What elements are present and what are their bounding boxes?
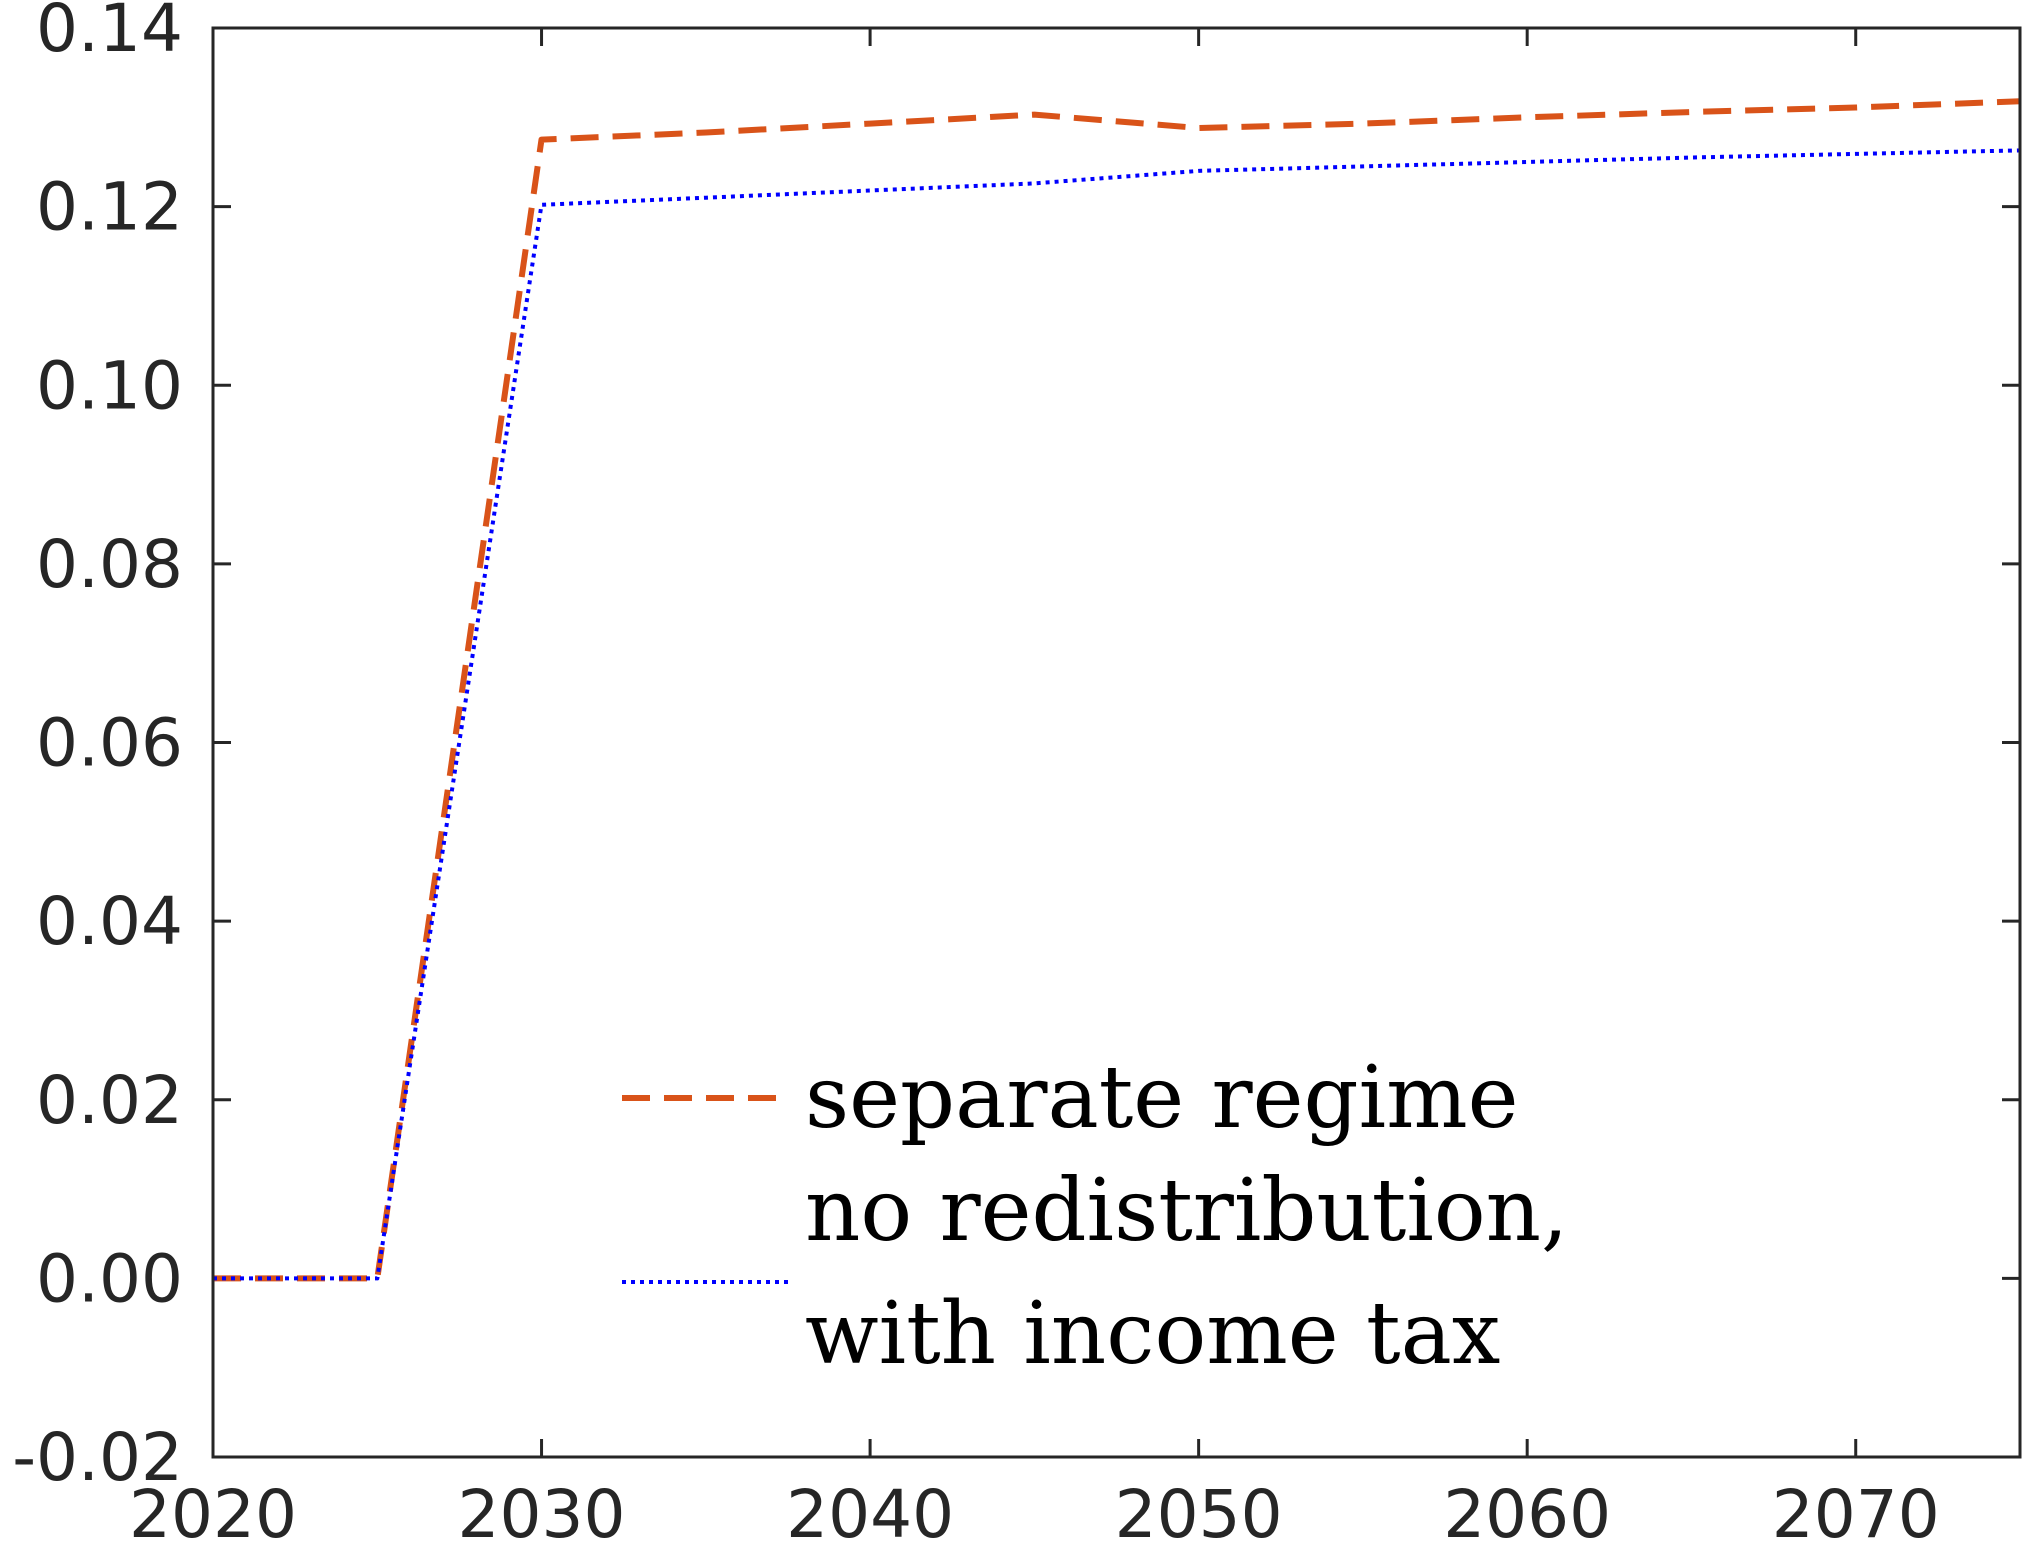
- x-tick-label: 2030: [458, 1476, 626, 1553]
- y-tick-label: 0.10: [36, 347, 183, 424]
- y-tick-label: 0.06: [36, 705, 183, 782]
- series-line-separate-regime: [213, 98, 2021, 1282]
- y-tick-label: 0.00: [36, 1240, 183, 1317]
- x-tick-label: 2060: [1443, 1476, 1611, 1553]
- legend-label-no-redistribution-line2: with income tax: [805, 1284, 1500, 1384]
- x-tick-label: 2040: [786, 1476, 954, 1553]
- y-axis-ticks: -0.02 0.00 0.02 0.04 0.06 0.08 0.10 0.12 0.14: [12, 0, 2020, 1496]
- y-tick-label: 0.08: [36, 526, 183, 603]
- x-tick-label: 2070: [1772, 1476, 1940, 1553]
- x-tick-label: 2020: [129, 1476, 297, 1553]
- y-tick-label: 0.02: [36, 1062, 183, 1139]
- y-tick-label: 0.12: [36, 169, 183, 246]
- legend-label-separate-regime: separate regime: [805, 1048, 1519, 1148]
- y-tick-label: 0.04: [36, 883, 183, 960]
- series-lines: [213, 98, 2021, 1282]
- y-tick-label: -0.02: [12, 1419, 183, 1496]
- legend: separate regime no redistribution, with …: [622, 1048, 1568, 1384]
- x-axis-ticks: 2020 2030 2040 2050 2060 2070: [129, 28, 1940, 1553]
- legend-label-no-redistribution-line1: no redistribution,: [805, 1161, 1568, 1261]
- plot-area-box: [211, 26, 2022, 1459]
- y-tick-label: 0.14: [36, 0, 183, 67]
- x-tick-label: 2050: [1115, 1476, 1283, 1553]
